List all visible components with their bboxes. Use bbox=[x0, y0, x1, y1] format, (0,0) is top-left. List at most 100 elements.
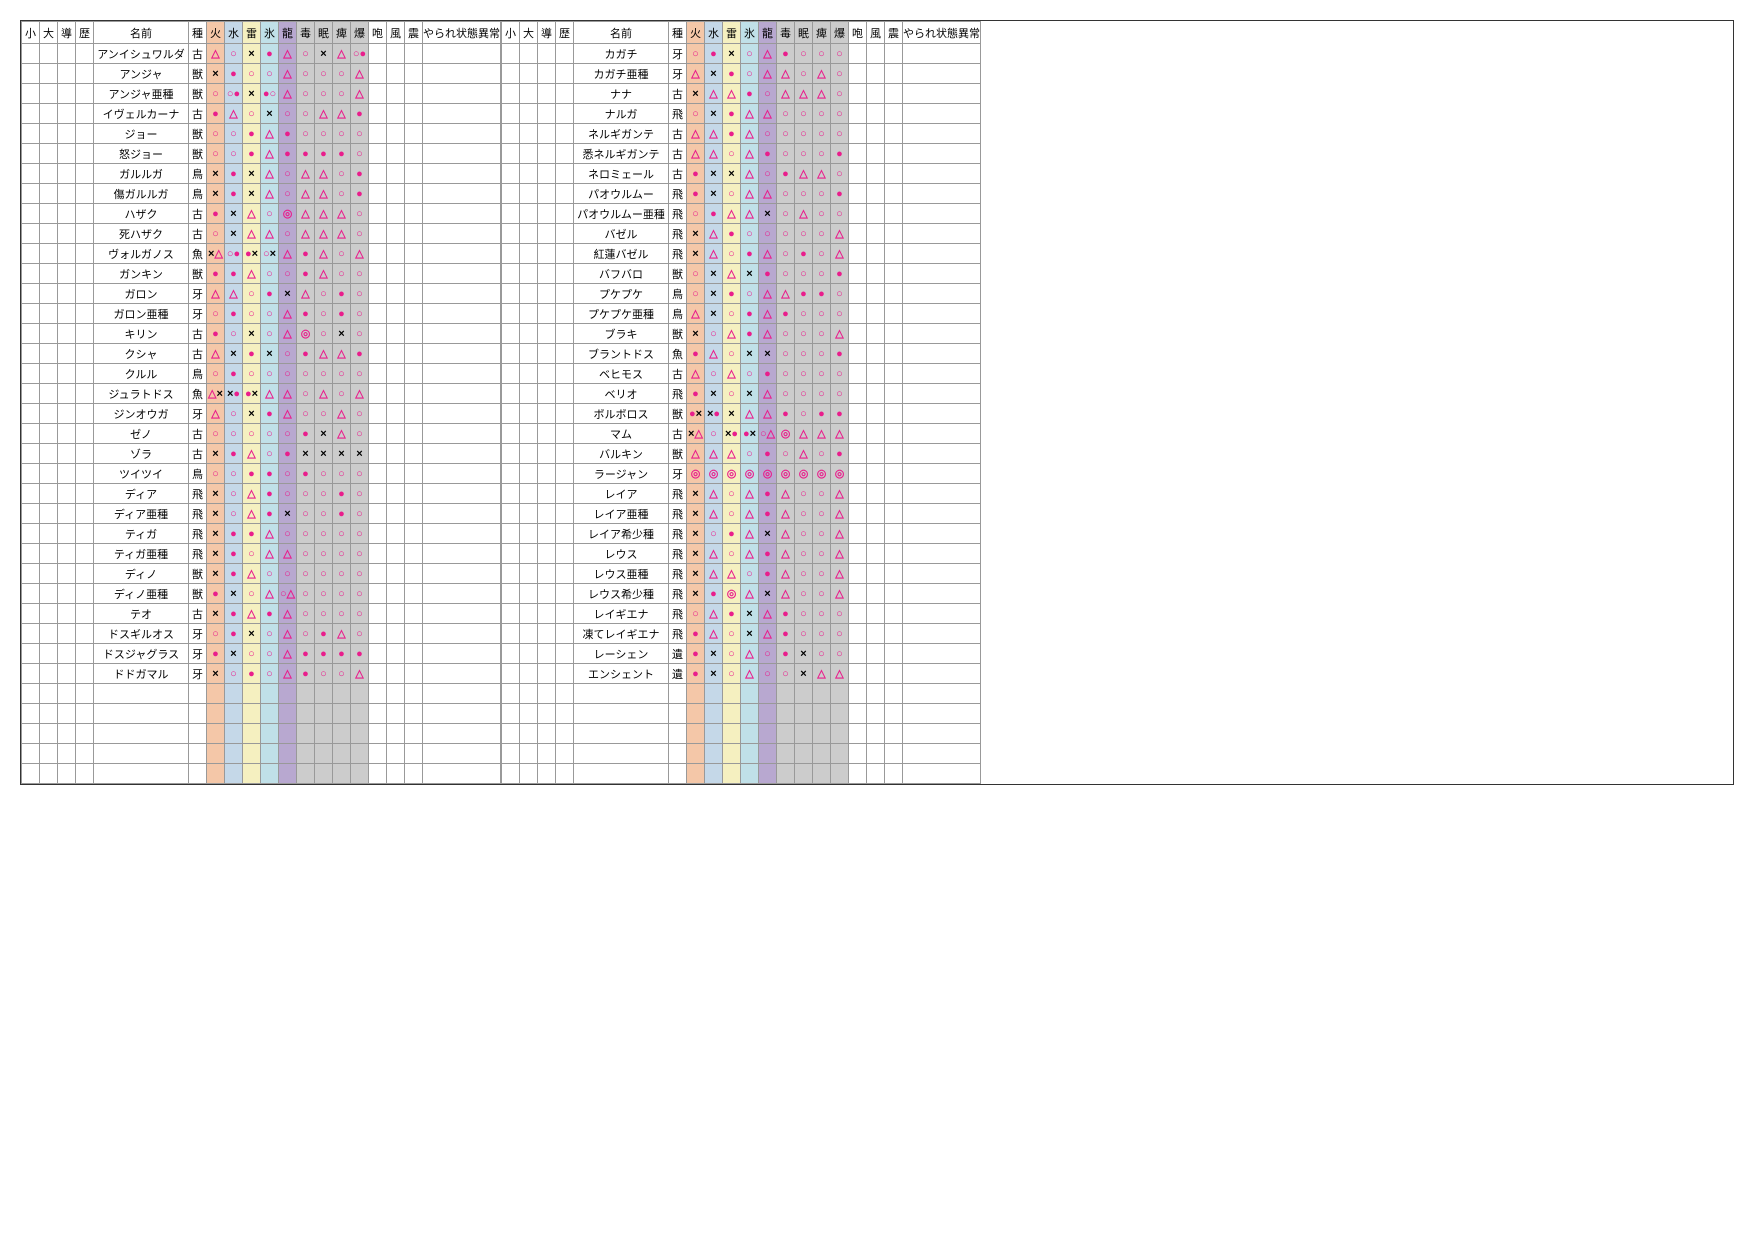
weakness-cell: ○ bbox=[813, 484, 831, 504]
left-table: 小大導歴名前種火水雷氷龍毒眠痺爆咆風震やられ状態異常アンイシュワルダ古△○×●△… bbox=[21, 21, 501, 784]
weakness-cell: ● bbox=[831, 444, 849, 464]
weakness-cell: ×● bbox=[225, 384, 243, 404]
monster-row: エンシェント遺●×○△○○×△△ bbox=[502, 664, 981, 684]
weakness-cell: ○ bbox=[759, 644, 777, 664]
monster-type: 古 bbox=[669, 424, 687, 444]
weakness-cell: ○ bbox=[243, 64, 261, 84]
monster-row: ゾラ古×●△○●×××× bbox=[22, 444, 501, 464]
header-cell: 爆 bbox=[351, 22, 369, 44]
weakness-cell: △ bbox=[705, 144, 723, 164]
weakness-cell: △ bbox=[813, 164, 831, 184]
monster-type: 古 bbox=[669, 144, 687, 164]
weakness-cell: ○ bbox=[795, 624, 813, 644]
header-cell: 種 bbox=[669, 22, 687, 44]
weakness-cell: △ bbox=[207, 284, 225, 304]
weakness-cell: ● bbox=[723, 64, 741, 84]
weakness-cell: ○ bbox=[279, 364, 297, 384]
weakness-cell: ○ bbox=[243, 284, 261, 304]
weakness-cell: △ bbox=[705, 84, 723, 104]
weakness-cell: ● bbox=[225, 444, 243, 464]
monster-row: ガルルガ鳥×●×△○△△○● bbox=[22, 164, 501, 184]
weakness-cell: × bbox=[225, 204, 243, 224]
weakness-cell: ● bbox=[687, 184, 705, 204]
monster-type: 鳥 bbox=[669, 304, 687, 324]
weakness-cell: × bbox=[759, 344, 777, 364]
weakness-cell: △ bbox=[777, 84, 795, 104]
weakness-cell: △ bbox=[297, 164, 315, 184]
weakness-cell: ● bbox=[723, 104, 741, 124]
header-cell: 毒 bbox=[777, 22, 795, 44]
weakness-cell: △ bbox=[351, 384, 369, 404]
weakness-cell: ○ bbox=[813, 524, 831, 544]
header-cell: 震 bbox=[405, 22, 423, 44]
weakness-cell: × bbox=[705, 184, 723, 204]
monster-row: プケプケ鳥○×●○△△●●○ bbox=[502, 284, 981, 304]
header-cell: 震 bbox=[885, 22, 903, 44]
weakness-cell: ○ bbox=[261, 664, 279, 684]
weakness-cell: ● bbox=[297, 464, 315, 484]
monster-row: ブラントドス魚●△○××○○○● bbox=[502, 344, 981, 364]
weakness-cell: ○ bbox=[705, 324, 723, 344]
weakness-cell: △ bbox=[831, 244, 849, 264]
weakness-cell: ○ bbox=[243, 584, 261, 604]
weakness-cell: × bbox=[225, 644, 243, 664]
monster-name: 凍てレイギエナ bbox=[574, 624, 669, 644]
weakness-cell: × bbox=[261, 104, 279, 124]
weakness-cell: ● bbox=[225, 564, 243, 584]
weakness-cell: △ bbox=[243, 564, 261, 584]
weakness-cell: ○ bbox=[831, 604, 849, 624]
weakness-cell: △ bbox=[207, 44, 225, 64]
weakness-cell: △ bbox=[243, 504, 261, 524]
header-cell: 痺 bbox=[813, 22, 831, 44]
weakness-cell: ○ bbox=[759, 164, 777, 184]
weakness-cell: ● bbox=[207, 644, 225, 664]
monster-type: 古 bbox=[189, 344, 207, 364]
weakness-cell: ○ bbox=[723, 244, 741, 264]
weakness-cell: ○ bbox=[207, 424, 225, 444]
weakness-cell: △ bbox=[333, 624, 351, 644]
monster-row: キリン古●○×○△◎○×○ bbox=[22, 324, 501, 344]
monster-name: レイギエナ bbox=[574, 604, 669, 624]
weakness-cell: × bbox=[225, 344, 243, 364]
monster-type: 飛 bbox=[669, 104, 687, 124]
weakness-cell: △ bbox=[279, 604, 297, 624]
weakness-cell: △ bbox=[279, 244, 297, 264]
weakness-cell: △ bbox=[759, 324, 777, 344]
weakness-cell: △ bbox=[207, 404, 225, 424]
weakness-cell: ○ bbox=[351, 264, 369, 284]
weakness-cell: ○ bbox=[261, 64, 279, 84]
weakness-cell: × bbox=[225, 584, 243, 604]
weakness-cell: ○ bbox=[723, 384, 741, 404]
monster-name: カガチ亜種 bbox=[574, 64, 669, 84]
weakness-cell: ○ bbox=[777, 124, 795, 144]
weakness-cell: △ bbox=[723, 204, 741, 224]
weakness-cell: ◎ bbox=[723, 584, 741, 604]
empty-row bbox=[22, 744, 501, 764]
weakness-cell: ● bbox=[297, 664, 315, 684]
weakness-cell: △ bbox=[813, 64, 831, 84]
weakness-cell: △ bbox=[759, 244, 777, 264]
monster-type: 古 bbox=[189, 204, 207, 224]
weakness-cell: ○ bbox=[207, 124, 225, 144]
weakness-cell: ● bbox=[687, 664, 705, 684]
header-cell: 風 bbox=[867, 22, 885, 44]
monster-name: レウス亜種 bbox=[574, 564, 669, 584]
weakness-cell: ○ bbox=[315, 564, 333, 584]
weakness-cell: △ bbox=[831, 584, 849, 604]
weakness-cell: ○ bbox=[279, 484, 297, 504]
weakness-cell: ○ bbox=[333, 124, 351, 144]
monster-row: アンジャ亜種獣○○●×●○△○○○△ bbox=[22, 84, 501, 104]
weakness-cell: ○ bbox=[795, 304, 813, 324]
weakness-cell: ● bbox=[225, 184, 243, 204]
header-cell: 水 bbox=[705, 22, 723, 44]
weakness-cell: ○ bbox=[813, 584, 831, 604]
weakness-cell: △ bbox=[723, 444, 741, 464]
weakness-cell: △ bbox=[831, 504, 849, 524]
weakness-cell: × bbox=[723, 404, 741, 424]
weakness-cell: ● bbox=[777, 44, 795, 64]
weakness-cell: ○ bbox=[777, 344, 795, 364]
weakness-cell: ○ bbox=[831, 364, 849, 384]
weakness-cell: ○ bbox=[795, 364, 813, 384]
monster-name: ベリオ bbox=[574, 384, 669, 404]
monster-row: ドスギルオス牙○●×○△○●△○ bbox=[22, 624, 501, 644]
